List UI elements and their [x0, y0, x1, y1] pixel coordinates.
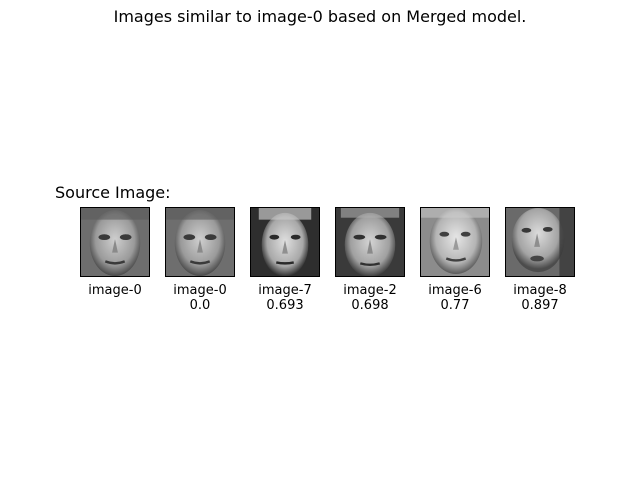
result-thumbnail	[335, 207, 405, 277]
image-name-label: image-0	[173, 283, 227, 298]
result-caption: image-7 0.693	[240, 283, 330, 313]
result-caption: image-2 0.698	[325, 283, 415, 313]
result-caption: image-8 0.897	[495, 283, 585, 313]
result-thumbnail	[165, 207, 235, 277]
similarity-score: 0.897	[521, 298, 559, 313]
image-name-label: image-6	[428, 283, 482, 298]
result-caption: image-6 0.77	[410, 283, 500, 313]
face-photo-icon	[336, 208, 404, 276]
source-image-thumbnail	[80, 207, 150, 277]
image-name-label: image-8	[513, 283, 567, 298]
source-image-caption: image-0	[70, 283, 160, 298]
source-image-label: Source Image:	[55, 183, 171, 202]
similarity-score: 0.77	[440, 298, 470, 313]
result-thumbnail	[420, 207, 490, 277]
face-photo-icon	[506, 208, 574, 276]
result-caption: image-0 0.0	[155, 283, 245, 313]
face-photo-icon	[251, 208, 319, 276]
face-photo-icon	[81, 208, 149, 276]
image-name-label: image-0	[88, 283, 142, 298]
similarity-score: 0.698	[351, 298, 389, 313]
result-thumbnail	[505, 207, 575, 277]
face-photo-icon	[166, 208, 234, 276]
image-name-label: image-2	[343, 283, 397, 298]
image-name-label: image-7	[258, 283, 312, 298]
similarity-score: 0.0	[189, 298, 211, 313]
face-photo-icon	[421, 208, 489, 276]
similarity-score: 0.693	[266, 298, 304, 313]
figure-title: Images similar to image-0 based on Merge…	[113, 7, 527, 26]
result-thumbnail	[250, 207, 320, 277]
